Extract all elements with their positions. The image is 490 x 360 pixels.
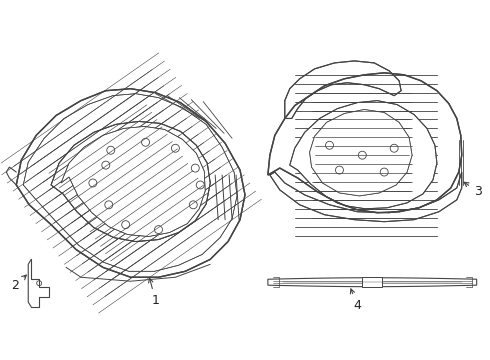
Polygon shape: [290, 100, 437, 209]
Polygon shape: [310, 109, 412, 196]
Polygon shape: [51, 121, 210, 242]
Bar: [362, 277, 382, 287]
Polygon shape: [51, 121, 210, 242]
Text: 2: 2: [11, 275, 26, 292]
Polygon shape: [310, 109, 412, 196]
Text: 4: 4: [350, 289, 361, 312]
Polygon shape: [61, 126, 205, 237]
Text: 3: 3: [464, 182, 482, 198]
Polygon shape: [290, 100, 437, 209]
Text: 1: 1: [148, 278, 159, 307]
